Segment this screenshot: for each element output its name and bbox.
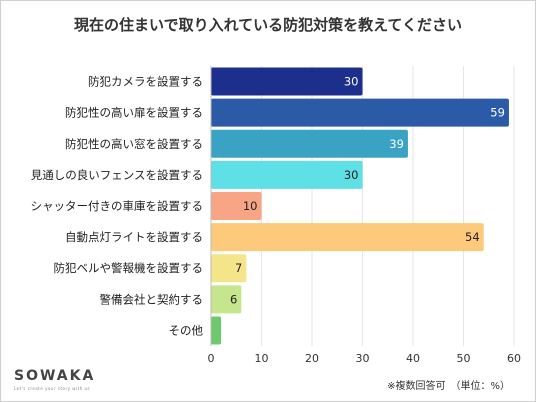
x-tick-label: 50	[457, 352, 471, 365]
x-tick-label: 0	[208, 352, 215, 365]
data-label: 39	[389, 137, 404, 151]
category-label: 防犯性の高い窓を設置する	[65, 137, 203, 151]
unit-note: ※複数回答可 （単位：%）	[387, 381, 510, 392]
x-tick-label: 40	[406, 352, 420, 365]
brand-logo: SOWAKA	[14, 368, 96, 384]
bar	[211, 129, 408, 158]
category-label: シャッター付きの車庫を設置する	[31, 199, 204, 213]
category-label: 自動点灯ライトを設置する	[65, 230, 203, 244]
bar	[211, 67, 363, 96]
category-label: 防犯ベルや警報機を設置する	[54, 261, 204, 275]
data-label: 10	[243, 199, 258, 213]
data-label: 59	[490, 106, 505, 120]
chart-title: 現在の住まいで取り入れている防犯対策を教えてください	[74, 16, 462, 34]
bar	[211, 223, 484, 252]
bar	[211, 160, 363, 189]
x-tick-label: 10	[255, 352, 269, 365]
bar	[211, 254, 247, 283]
data-label: 7	[235, 261, 242, 275]
x-tick-label: 30	[356, 352, 370, 365]
x-tick-label: 20	[305, 352, 319, 365]
category-label: 見通しの良いフェンスを設置する	[31, 168, 203, 182]
data-label: 6	[230, 292, 237, 306]
data-label: 30	[344, 168, 359, 182]
data-label: 54	[465, 230, 480, 244]
category-label: その他	[169, 323, 204, 337]
category-label: 防犯カメラを設置する	[88, 75, 203, 89]
x-tick-label: 60	[507, 352, 521, 365]
bar	[211, 98, 509, 127]
bar	[211, 192, 262, 220]
brand-tagline: Let's create your story with us	[14, 386, 91, 391]
bar	[211, 316, 222, 345]
data-label: 30	[344, 75, 359, 89]
category-label: 防犯性の高い扉を設置する	[65, 106, 203, 120]
category-label: 警備会社と契約する	[100, 292, 204, 306]
bar	[211, 285, 242, 314]
